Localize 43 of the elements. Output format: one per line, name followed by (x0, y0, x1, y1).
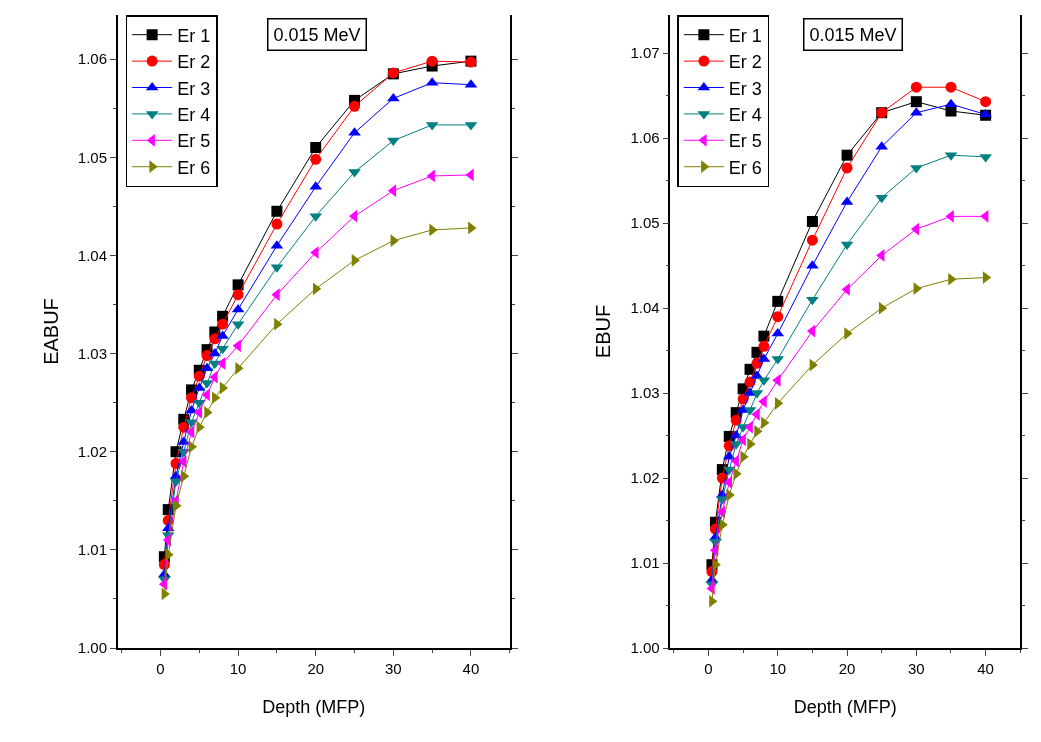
y-tick-label: 1.05 (630, 214, 660, 232)
legend-label: Er 5 (177, 131, 211, 152)
x-tick-label: 20 (838, 659, 856, 677)
x-axis-title: Depth (MFP) (262, 696, 366, 717)
y-tick-label: 1.06 (77, 50, 108, 68)
x-tick-label: 30 (385, 659, 402, 677)
x-tick-label: 0 (704, 659, 713, 677)
annotation: 0.015 MeV (273, 24, 361, 45)
y-tick-label: 1.07 (630, 44, 660, 62)
y-tick-label: 1.00 (77, 639, 108, 657)
x-tick-label: 10 (769, 659, 787, 677)
x-tick-label: 40 (462, 659, 480, 677)
y-tick-label: 1.04 (77, 246, 108, 264)
x-tick-label: 20 (307, 659, 325, 677)
legend-label: Er 3 (177, 78, 211, 99)
legend-label: Er 3 (728, 78, 762, 99)
y-tick-label: 1.03 (77, 344, 108, 362)
y-axis-title: EABUF (39, 298, 62, 365)
legend-label: Er 5 (728, 131, 762, 152)
y-tick-label: 1.01 (77, 541, 108, 559)
legend-label: Er 6 (177, 157, 211, 178)
y-tick-label: 1.04 (630, 299, 660, 317)
annotation: 0.015 MeV (809, 24, 897, 45)
legend-label: Er 4 (728, 104, 762, 125)
legend-label: Er 2 (177, 52, 211, 73)
legend-label: Er 2 (728, 52, 762, 73)
y-tick-label: 1.05 (77, 148, 108, 166)
y-axis-title: EBUF (592, 304, 615, 359)
x-axis-title: Depth (MFP) (793, 696, 897, 717)
y-tick-label: 1.03 (630, 384, 660, 402)
y-tick-label: 1.06 (630, 129, 660, 147)
y-tick-label: 1.02 (77, 442, 108, 460)
x-tick-label: 40 (977, 659, 994, 677)
x-tick-label: 30 (907, 659, 925, 677)
legend-label: Er 1 (177, 25, 211, 46)
y-tick-label: 1.02 (630, 469, 660, 487)
x-tick-label: 10 (229, 659, 247, 677)
y-tick-label: 1.00 (630, 639, 660, 657)
legend-label: Er 4 (177, 104, 211, 125)
legend-label: Er 6 (728, 157, 762, 178)
y-tick-label: 1.01 (630, 554, 660, 572)
x-tick-label: 0 (156, 659, 165, 677)
legend-label: Er 1 (728, 25, 762, 46)
